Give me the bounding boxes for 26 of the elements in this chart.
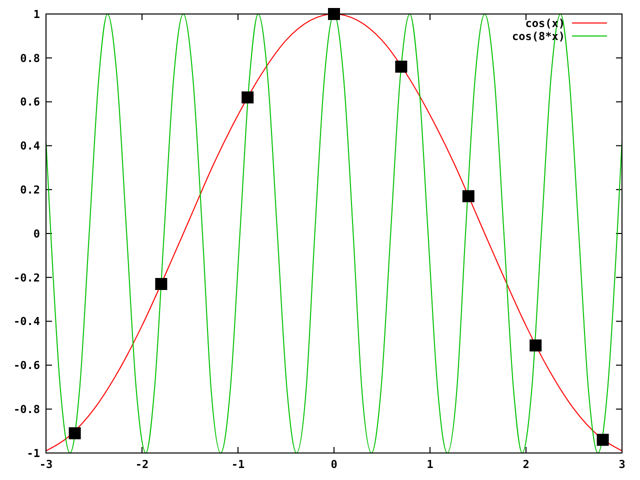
y-tick-label: 1 [33,8,40,21]
x-tick-label: -1 [231,458,245,471]
point [530,339,542,352]
point [596,434,609,446]
point [68,427,81,440]
x-tick-label: 2 [522,458,530,471]
x-tick-label: 1 [426,458,434,471]
y-tick-label: 0.6 [20,96,40,109]
y-tick-label: -0.2 [14,271,40,284]
point [155,278,168,290]
y-tick-label: 0.2 [20,183,40,196]
point [328,8,340,20]
x-tick-label: 0 [330,458,338,471]
y-tick-label: -0.6 [14,359,40,372]
y-tick-label: 0.4 [20,140,40,153]
y-tick-label: 0 [33,227,40,240]
x-tick-label: 3 [618,458,626,471]
y-tick-label: -1 [26,446,40,460]
point [395,60,408,73]
y-tick-label: -0.4 [14,315,40,328]
point [242,91,254,104]
x-tick-label: -2 [135,458,149,471]
y-tick-label: 0.8 [20,52,40,65]
y-tick-label: -0.8 [14,402,40,416]
point [462,190,474,202]
x-tick-label: -3 [39,458,53,471]
